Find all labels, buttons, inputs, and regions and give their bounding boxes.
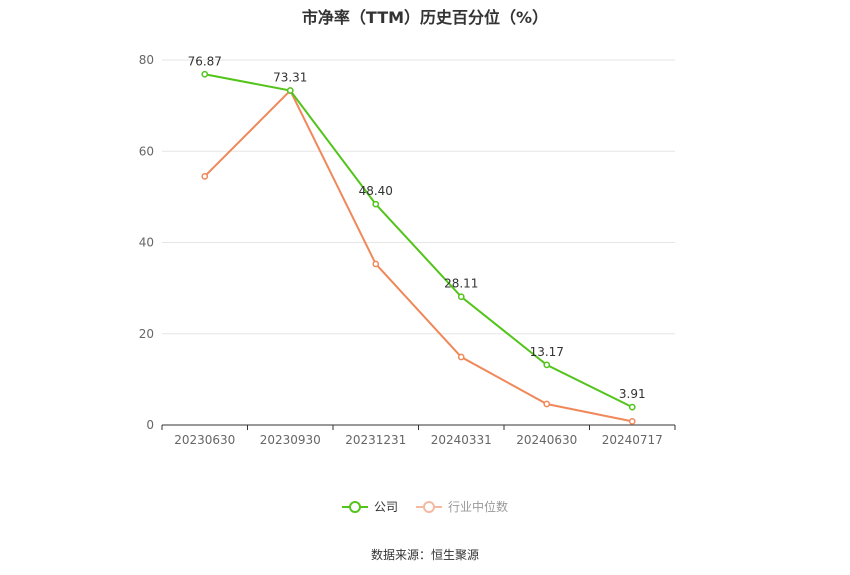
y-tick-label: 80 — [139, 53, 154, 67]
legend-company-label: 公司 — [373, 500, 398, 514]
series-line-1 — [204, 88, 633, 423]
x-tick-label: 20231231 — [345, 433, 406, 447]
data-point — [543, 361, 551, 369]
y-tick-label: 40 — [139, 236, 154, 250]
data-label: 3.91 — [619, 387, 646, 401]
x-tick-label: 20240717 — [602, 433, 663, 447]
data-point — [543, 400, 551, 408]
data-label: 76.87 — [188, 54, 222, 68]
series-line-0 — [204, 73, 633, 409]
data-point — [201, 70, 209, 78]
data-point — [628, 418, 636, 425]
legend-item-company[interactable]: 公司 — [341, 498, 398, 515]
legend-industry-label: 行业中位数 — [448, 500, 509, 514]
data-label: 28.11 — [444, 277, 478, 291]
legend: 公司 行业中位数 — [0, 498, 850, 515]
data-point — [372, 260, 380, 268]
data-point — [628, 403, 636, 411]
y-tick-label: 20 — [139, 327, 154, 341]
chart-title: 市净率（TTM）历史百分位（%） — [301, 8, 549, 27]
data-point — [286, 87, 294, 94]
data-point — [372, 200, 380, 208]
x-tick-label: 20240630 — [516, 433, 577, 447]
data-point — [457, 293, 465, 301]
x-tick-label: 20230630 — [174, 433, 235, 447]
legend-company-swatch-icon — [341, 500, 368, 514]
data-point — [201, 172, 209, 180]
legend-industry-swatch-icon — [416, 500, 442, 514]
data-label: 13.17 — [530, 345, 564, 359]
data-label: 73.31 — [273, 71, 307, 85]
x-tick-label: 20230930 — [260, 433, 321, 447]
legend-item-industry[interactable]: 行业中位数 — [416, 498, 508, 515]
data-point — [457, 353, 465, 361]
x-tick-label: 20240331 — [431, 433, 492, 447]
y-tick-label: 0 — [146, 418, 154, 432]
data-label: 48.40 — [359, 184, 393, 198]
y-tick-label: 60 — [139, 144, 154, 158]
source-note: 数据来源：恒生聚源 — [370, 548, 479, 562]
